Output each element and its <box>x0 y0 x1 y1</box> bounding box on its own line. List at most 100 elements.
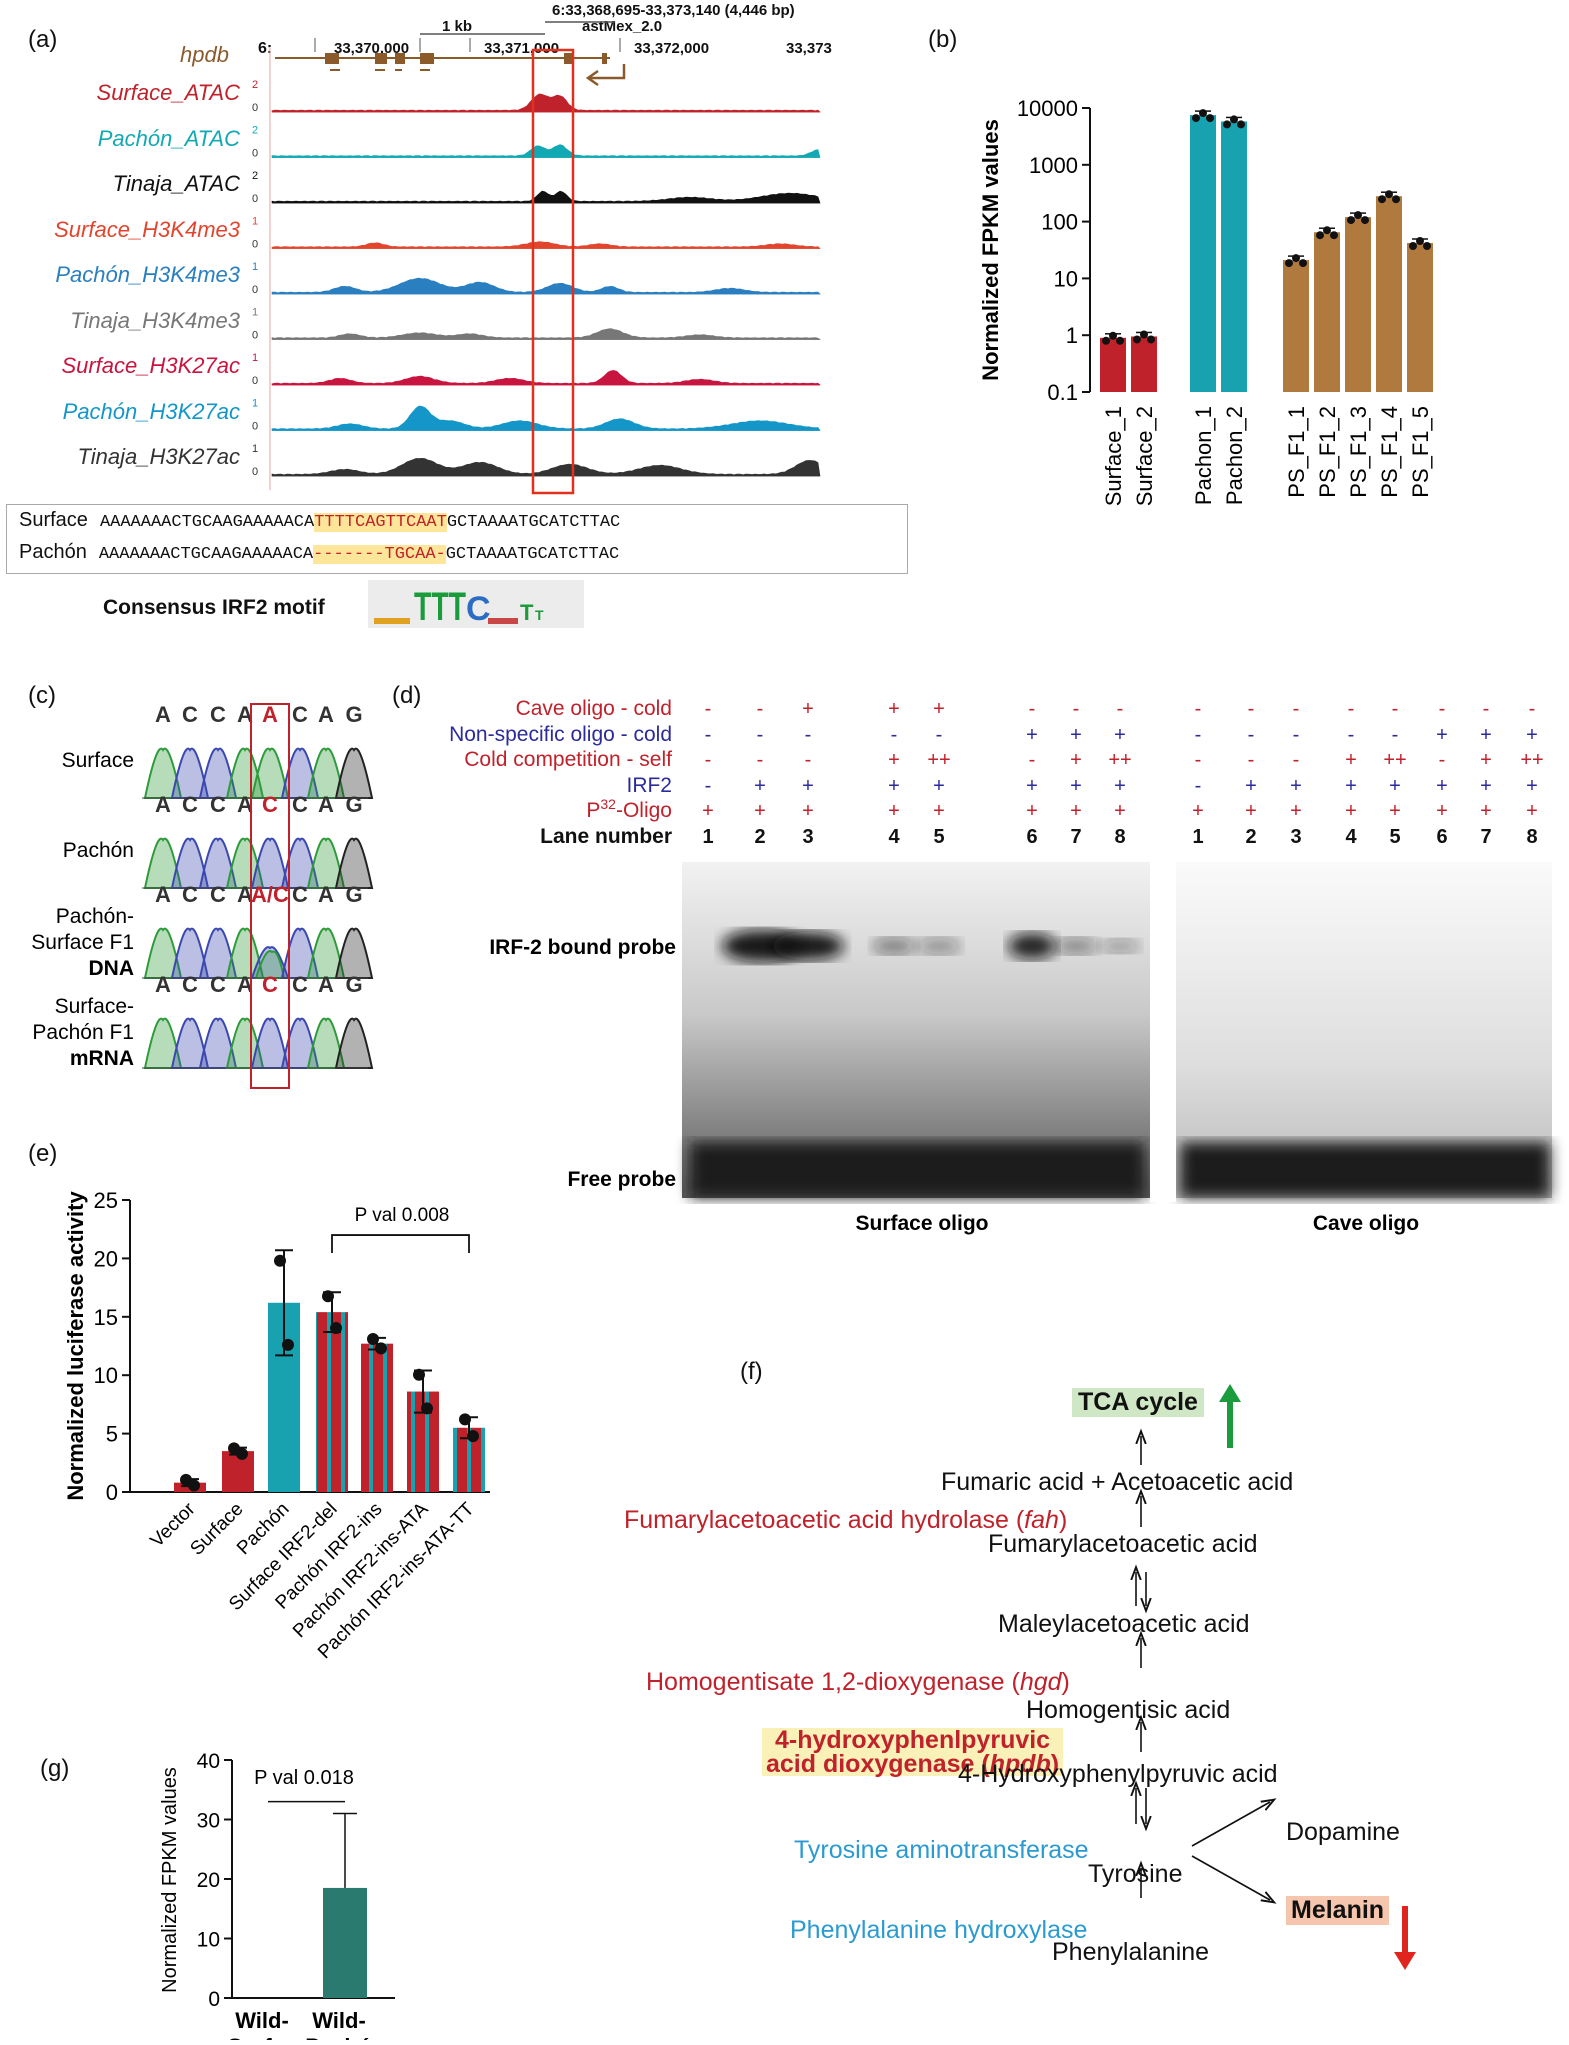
x-tick-label-1-1: Wild- <box>235 2008 289 2033</box>
point <box>1409 241 1417 250</box>
y-tick-label: 1 <box>1066 323 1078 348</box>
tick-label-3: 33,372,000 <box>634 40 710 57</box>
track-label-6: Tinaja_H3K4me3 <box>70 307 240 333</box>
surface-lane8-row4: + <box>1114 775 1126 797</box>
cave-lane3-row1: - <box>1293 698 1300 720</box>
cave-lane7-row4: + <box>1480 775 1492 797</box>
signal-track-3 <box>271 190 821 204</box>
cave-lane7-row3: + <box>1480 749 1492 771</box>
y-axis-title: Normalized FPKM values <box>159 1767 181 1993</box>
point <box>1299 259 1307 268</box>
base-letter: G <box>345 882 362 907</box>
track-label-8: Pachón_H3K27ac <box>62 398 240 424</box>
cave-lane2-row3: - <box>1248 749 1255 771</box>
surface-lane7-row3: + <box>1070 749 1082 771</box>
free-probe-label: Free probe <box>567 1168 676 1191</box>
emsa-row-label-1: Cave oligo - cold <box>516 697 672 720</box>
p-value-label: P val 0.008 <box>355 1205 450 1226</box>
point <box>1102 336 1110 345</box>
base-letter: A <box>155 882 171 907</box>
emsa-svg: Cave oligo - cold Non-specific oligo - co… <box>449 697 1552 1235</box>
base-letter: C <box>292 882 308 907</box>
bound-band-4 <box>917 938 961 954</box>
surface-lane2-row2: - <box>757 724 764 746</box>
track-label-7: Surface_H3K27ac <box>61 353 240 378</box>
point <box>1206 114 1214 123</box>
chromatogram-peak <box>250 747 290 799</box>
y-tick-label: 100 <box>1041 210 1078 235</box>
bar-1 <box>1100 337 1126 392</box>
base-letter: G <box>345 702 362 727</box>
significance-bracket <box>331 1234 470 1254</box>
chromatogram-row-label: Surface- <box>55 995 134 1018</box>
point <box>1378 195 1386 204</box>
base-letter: A/C <box>251 882 289 907</box>
base-letter: G <box>345 792 362 817</box>
cave-lane8-row2: + <box>1526 724 1538 746</box>
base-letter: C <box>182 792 198 817</box>
point <box>421 1402 433 1415</box>
node-4-hydroxyphenylpyruvic: 4-Hydroxyphenylpyruvic acid <box>958 1760 1278 1788</box>
base-letter: A <box>237 972 253 997</box>
cave-lane6-row3: - <box>1439 749 1446 771</box>
enzyme-fah: Fumarylacetoacetic acid hydrolase (fah) <box>624 1506 1068 1534</box>
base-letter: A <box>155 792 171 817</box>
track-zero-8: 0 <box>252 421 258 433</box>
cave-lane5-row1: - <box>1392 698 1399 720</box>
gene-exons <box>325 53 607 64</box>
chromatogram-row-label: Pachón <box>63 839 134 862</box>
track-max-8: 1 <box>252 398 258 410</box>
base-letter: A <box>155 972 171 997</box>
point <box>1230 115 1238 124</box>
emsa-row-label-4: IRF2 <box>626 774 672 797</box>
y-tick-label: 10000 <box>1017 96 1078 121</box>
surface-lane5-row1: + <box>933 698 945 720</box>
node-maleylacetoacetic: Maleylacetoacetic acid <box>998 1610 1250 1638</box>
cave-lane5-row4: + <box>1389 775 1401 797</box>
track-zero-4: 0 <box>252 239 258 251</box>
track-label-5: Pachón_H3K4me3 <box>55 262 240 287</box>
base-letter: A <box>318 702 334 727</box>
track-max-9: 1 <box>252 443 258 455</box>
chromatogram-peak-alt <box>254 950 286 979</box>
surface-lane2-row1: - <box>757 698 764 720</box>
cave-lane2-row2: - <box>1248 724 1255 746</box>
enzyme-hpdb: 4-hydroxyphenlpyruvic acid dioxygenase (… <box>762 1728 1064 1777</box>
surface-lane5-row4: + <box>933 775 945 797</box>
base-letter: A <box>237 702 253 727</box>
cave-lane2-row5: + <box>1245 800 1257 822</box>
panel-d-label: (d) <box>392 682 422 709</box>
track-zero-1: 0 <box>252 102 258 114</box>
genome-tracks-svg: 2 0 2 0 2 0 1 0 1 0 1 0 1 0 1 0 1 0 <box>252 21 821 495</box>
x-tick-label-6: PS_F1_2 <box>1315 406 1340 498</box>
cave-lane4-row6: 4 <box>1345 826 1357 848</box>
emsa-row-label-5: P32-Oligo <box>586 796 672 822</box>
point <box>459 1413 471 1426</box>
emsa-row-label-3: Cold competition - self <box>464 748 672 771</box>
surface-seq-label: Surface <box>19 509 88 531</box>
surface-lane8-row1: - <box>1117 698 1124 720</box>
bound-band-7 <box>1100 939 1140 953</box>
cave-lane5-row3: ++ <box>1383 749 1406 771</box>
panel-e-label: (e) <box>28 1140 58 1167</box>
surface-lane3-row5: + <box>802 800 814 822</box>
surface-lane7-row5: + <box>1070 800 1082 822</box>
panel-f-label: (f) <box>740 1358 763 1385</box>
y-tick-label: 25 <box>94 1188 118 1213</box>
x-tick-label-2: Surface_2 <box>1132 406 1157 506</box>
chromatogram-row-label: Pachón F1 <box>32 1021 134 1044</box>
track-max-1: 2 <box>252 79 258 91</box>
cave-lane1-row4: - <box>1195 775 1202 797</box>
p-value-label: P val 0.018 <box>254 1767 354 1789</box>
surface-lane1-row1: - <box>705 698 712 720</box>
surface-seq-pre: AAAAAAACTGCAAGAAAAACA <box>99 513 315 532</box>
chromatogram-peak <box>250 1017 290 1069</box>
base-letter: C <box>182 882 198 907</box>
bar-2 <box>1131 336 1157 392</box>
bar-8 <box>1376 196 1402 392</box>
cave-lane1-row3: - <box>1195 749 1202 771</box>
x-tick-label-1: Surface_1 <box>1101 406 1126 506</box>
irf2-motif-logo: TTT C T T <box>368 580 584 628</box>
bar-4 <box>316 1312 348 1492</box>
chromatogram-row-label: mRNA <box>70 1047 134 1070</box>
